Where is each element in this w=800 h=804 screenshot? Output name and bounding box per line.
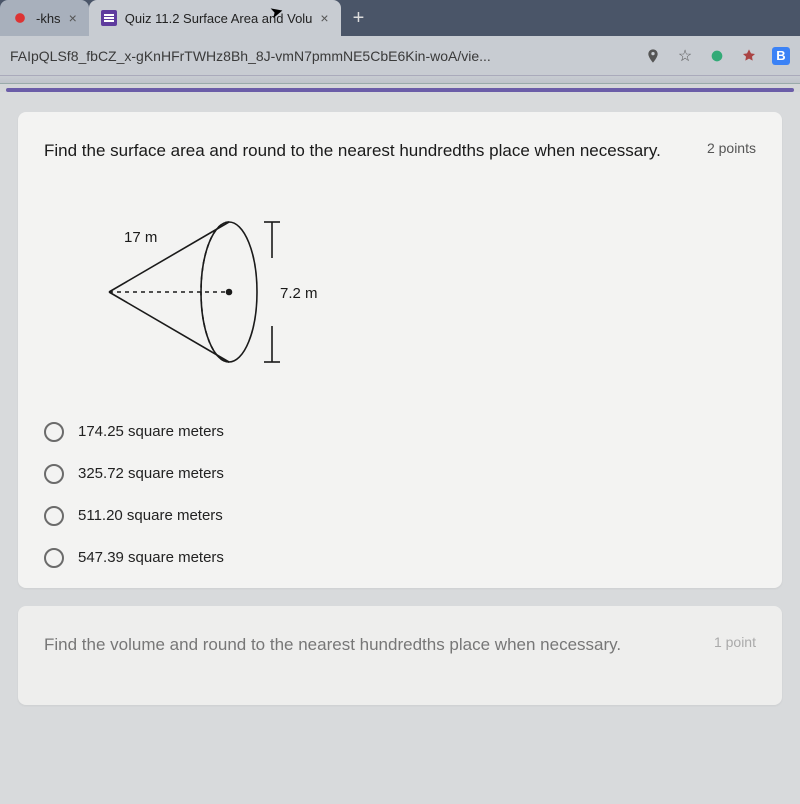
cone-figure: 17 m 7.2 m	[64, 192, 324, 392]
radio-icon	[44, 548, 64, 568]
tab-inactive[interactable]: -khs ×	[0, 0, 89, 36]
extension-b-icon[interactable]: B	[772, 47, 790, 65]
option-label: 174.25 square meters	[78, 423, 224, 440]
page-content: Find the surface area and round to the n…	[0, 92, 800, 804]
option-label: 511.20 square meters	[78, 507, 223, 524]
bookmarks-bar	[0, 76, 800, 84]
diameter-label: 7.2 m	[280, 285, 318, 302]
star-icon[interactable]: ☆	[676, 47, 694, 65]
red-dot-icon	[12, 10, 28, 26]
question-points: 1 point	[714, 632, 756, 650]
options-list: 174.25 square meters 325.72 square meter…	[44, 422, 756, 568]
option-3[interactable]: 547.39 square meters	[44, 548, 756, 568]
option-0[interactable]: 174.25 square meters	[44, 422, 756, 442]
extension-icon-1[interactable]	[708, 47, 726, 65]
tab-label: -khs	[36, 11, 61, 26]
new-tab-button[interactable]: +	[341, 7, 377, 30]
address-bar: FAIpQLSf8_fbCZ_x-gKnHFrTWHz8Bh_8J-vmN7pm…	[0, 36, 800, 76]
question-header: Find the surface area and round to the n…	[44, 138, 756, 164]
forms-icon	[101, 10, 117, 26]
question-text: Find the surface area and round to the n…	[44, 138, 691, 164]
option-label: 325.72 square meters	[78, 465, 224, 482]
url-text[interactable]: FAIpQLSf8_fbCZ_x-gKnHFrTWHz8Bh_8J-vmN7pm…	[10, 48, 634, 64]
option-2[interactable]: 511.20 square meters	[44, 506, 756, 526]
address-icons: ☆ B	[644, 47, 790, 65]
question-card-2: Find the volume and round to the nearest…	[18, 606, 782, 706]
question-header: Find the volume and round to the nearest…	[44, 632, 756, 658]
slant-label: 17 m	[124, 229, 157, 246]
question-points: 2 points	[707, 138, 756, 156]
radio-icon	[44, 506, 64, 526]
question-text: Find the volume and round to the nearest…	[44, 632, 698, 658]
close-icon[interactable]: ×	[69, 10, 77, 26]
radio-icon	[44, 464, 64, 484]
question-card-1: Find the surface area and round to the n…	[18, 112, 782, 588]
option-label: 547.39 square meters	[78, 549, 224, 566]
extension-icon-2[interactable]	[740, 47, 758, 65]
option-1[interactable]: 325.72 square meters	[44, 464, 756, 484]
location-icon[interactable]	[644, 47, 662, 65]
tab-active[interactable]: Quiz 11.2 Surface Area and Volu ×	[89, 0, 341, 36]
radio-icon	[44, 422, 64, 442]
tab-strip: -khs × Quiz 11.2 Surface Area and Volu ×…	[0, 0, 800, 36]
close-icon[interactable]: ×	[320, 10, 328, 26]
